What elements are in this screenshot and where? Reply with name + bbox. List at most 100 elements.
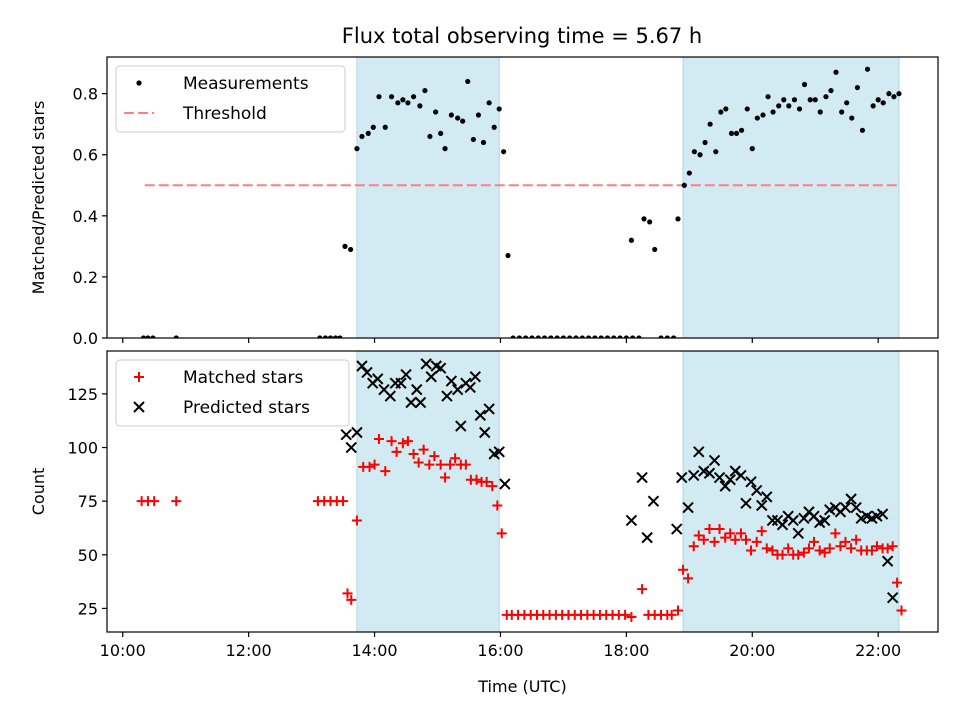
measurement-point [573,335,579,338]
measurement-point [796,106,803,112]
matched-stars-point [819,547,830,558]
measurement-point [817,109,823,115]
predicted-stars-point [351,426,363,439]
measurement-point [354,146,360,152]
matched-stars-point [338,496,349,507]
measurement-point [486,100,492,106]
y-tick-label: 50 [78,546,98,565]
matched-stars-point [496,528,507,539]
matched-stars-point [783,543,794,554]
measurement-point [823,94,829,100]
predicted-stars-point [371,373,384,385]
predicted-stars-point [776,519,789,531]
measurement-point [422,87,428,94]
predicted-stars-point [405,396,417,409]
measurement-point [880,100,886,106]
measurement-point [348,246,354,253]
measurement-point [376,94,382,100]
predicted-stars-point [693,446,705,458]
measurement-point [370,124,376,130]
matched-stars-point [866,545,877,556]
matched-stars-point [380,466,391,477]
measurement-point [801,81,808,88]
measurement-point [760,112,766,118]
predicted-stars-point [740,497,752,510]
matched-stars-point [424,459,435,470]
measurement-point [681,182,687,188]
matched-stars-point [761,543,772,554]
matched-stars-point [814,545,825,556]
measurement-point [658,335,664,338]
measurement-point [875,97,881,103]
measurement-point [475,112,482,118]
measurement-point [628,237,635,243]
measurement-point [337,335,343,338]
legend-label: Matched stars [183,368,303,388]
measurement-point [641,216,647,222]
predicted-stars-point [455,420,467,432]
matched-stars-point [450,453,461,464]
matched-stars-point [620,609,631,620]
matched-stars-point [871,541,882,552]
predicted-stars-point [414,396,427,409]
predicted-stars-point [361,366,373,379]
matched-stars-point [693,530,704,541]
measurement-point [327,335,334,338]
measurement-point [501,149,507,155]
matched-stars-point [435,459,446,470]
y-tick-label: 0.8 [73,85,98,104]
matched-stars-point [851,534,862,545]
measurement-point [382,124,388,130]
measurement-point [496,106,502,112]
measurement-point [400,97,406,103]
matched-stars-point [892,577,903,588]
measurement-point [417,103,423,109]
predicted-stars-point [411,383,423,396]
observing-window-2 [682,350,900,633]
measurement-point [791,97,798,103]
measurement-point [691,149,697,155]
measurement-point [586,335,592,338]
measurement-point [359,133,365,140]
measurement-point [579,335,585,338]
measurement-point [765,94,771,100]
y-tick-label: 75 [78,492,98,511]
matched-stars-point [840,536,851,547]
matched-stars-point [391,446,402,457]
matched-stars-point [777,549,788,560]
matched-stars-point [730,534,741,545]
measurement-point [442,146,448,152]
predicted-stars-point [445,375,458,387]
observing-window-1 [356,56,500,339]
measurement-point [523,335,529,338]
predicted-stars-point [761,491,773,503]
predicted-stars-point [750,484,763,497]
y-tick-label: 100 [67,439,98,458]
observing-window-2 [682,56,900,339]
matched-stars-point [364,461,375,472]
matched-stars-point [704,524,715,535]
matched-stars-point [346,594,357,605]
measurement-point [365,130,371,136]
matched-stars-point [481,476,492,487]
measurement-point [460,118,466,124]
legend-box [115,65,346,133]
measurement-point [749,146,755,152]
y-tick-label: 0.0 [73,329,98,348]
matched-stars-point [492,500,503,511]
measurement-point [754,115,760,121]
measurement-point [560,335,567,338]
predicted-stars-point [708,454,721,467]
predicted-stars-point [499,478,511,490]
measurement-point [886,91,892,97]
matched-stars-point [408,448,419,459]
predicted-stars-point [625,514,638,527]
measurement-point [554,335,560,338]
measurement-point [839,109,845,115]
markers [140,66,902,338]
measurement-point [647,219,653,225]
predicted-stars-point [464,381,476,394]
measurement-point [145,335,151,338]
measurement-point [438,130,444,136]
